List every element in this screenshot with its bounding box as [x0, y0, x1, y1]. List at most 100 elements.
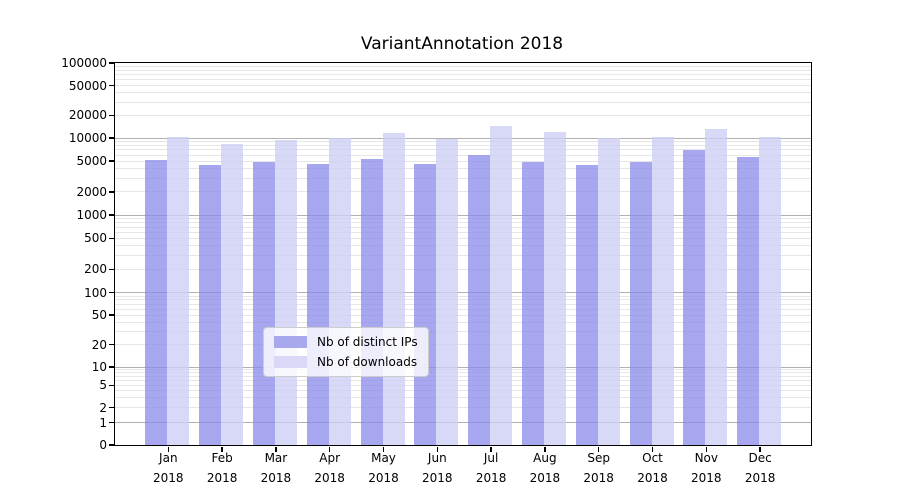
minor-gridline	[115, 144, 811, 146]
bar-distinct-ips-nov	[683, 150, 706, 445]
minor-gridline	[115, 369, 811, 371]
y-tick-label: 500	[84, 231, 107, 246]
bar-distinct-ips-dec	[737, 157, 760, 445]
x-tick-label: Dec 2018	[744, 451, 776, 485]
y-tick-mark	[108, 366, 114, 368]
legend: Nb of distinct IPs Nb of downloads	[263, 327, 429, 377]
y-tick-label: 20	[91, 337, 107, 352]
minor-gridline	[115, 397, 811, 399]
minor-gridline	[115, 299, 811, 301]
minor-gridline	[115, 245, 811, 247]
minor-gridline	[115, 372, 811, 374]
legend-swatch-downloads	[274, 356, 307, 368]
y-tick-mark	[108, 214, 114, 216]
y-tick-mark	[108, 114, 114, 117]
y-tick-mark	[108, 137, 114, 139]
bar-distinct-ips-sep	[575, 165, 598, 445]
y-tick-mark	[108, 314, 114, 316]
legend-label-distinct-ips: Nb of distinct IPs	[317, 335, 418, 349]
minor-gridline	[115, 255, 811, 257]
legend-entry-distinct-ips: Nb of distinct IPs	[274, 335, 418, 349]
chart-title: VariantAnnotation 2018	[360, 34, 564, 54]
y-tick-mark	[108, 384, 114, 387]
minor-gridline	[115, 92, 811, 94]
minor-gridline	[115, 308, 811, 310]
minor-gridline	[115, 390, 811, 392]
minor-gridline	[115, 384, 811, 386]
minor-gridline	[115, 160, 811, 162]
x-tick-mark	[382, 446, 385, 452]
minor-gridline	[115, 101, 811, 103]
y-tick-mark	[108, 291, 114, 294]
x-tick-label: Aug 2018	[529, 451, 561, 485]
x-tick-label: May 2018	[368, 451, 399, 485]
legend-label-downloads: Nb of downloads	[317, 355, 418, 369]
bar-downloads-apr	[328, 137, 351, 445]
y-tick-mark	[108, 406, 114, 409]
y-tick-label: 200	[84, 262, 107, 277]
minor-gridline	[115, 168, 811, 170]
minor-gridline	[115, 149, 811, 151]
x-tick-label: Apr 2018	[314, 451, 345, 485]
minor-gridline	[115, 321, 811, 323]
bar-downloads-feb	[221, 144, 244, 445]
minor-gridline	[115, 268, 811, 270]
bar-downloads-mar	[274, 140, 297, 445]
minor-gridline	[115, 295, 811, 297]
y-tick-mark	[108, 444, 114, 446]
minor-gridline	[115, 177, 811, 179]
y-tick-label: 20000	[68, 108, 107, 123]
minor-gridline	[115, 331, 811, 333]
minor-gridline	[115, 380, 811, 382]
minor-gridline	[115, 85, 811, 87]
x-tick-mark	[490, 446, 492, 452]
plot-area: 0 1 2 5 10 20 50 100 200 500 1000 2000 5000 10000 2000…	[61, 56, 812, 485]
x-tick-mark	[167, 446, 170, 452]
major-gridline	[115, 366, 811, 368]
minor-gridline	[115, 222, 811, 224]
minor-gridline	[115, 231, 811, 233]
minor-gridline	[115, 74, 811, 76]
x-tick-mark	[328, 446, 331, 452]
y-tick-label: 50000	[68, 78, 107, 93]
bar-downloads-sep	[597, 138, 620, 445]
x-tick-label: Oct 2018	[637, 451, 668, 485]
minor-gridline	[115, 154, 811, 156]
x-tick-mark	[597, 446, 600, 452]
y-tick-label: 10000	[68, 131, 107, 146]
bar-downloads-dec	[759, 137, 782, 445]
bar-distinct-ips-jun	[414, 163, 437, 445]
y-tick-label: 5	[99, 378, 107, 393]
x-tick-label: Mar 2018	[260, 451, 292, 485]
bar-distinct-ips-jul	[468, 155, 491, 445]
minor-gridline	[115, 141, 811, 143]
minor-gridline	[115, 191, 811, 193]
major-gridline	[115, 137, 811, 139]
bar-distinct-ips-oct	[629, 161, 652, 445]
minor-gridline	[115, 237, 811, 239]
major-gridline	[115, 422, 811, 424]
x-tick-mark	[436, 446, 439, 452]
bar-distinct-ips-may	[360, 158, 383, 445]
y-tick-mark	[108, 160, 114, 162]
x-tick-label: Jan 2018	[153, 451, 184, 485]
y-tick-mark	[108, 343, 114, 346]
minor-gridline	[115, 226, 811, 228]
minor-gridline	[115, 375, 811, 377]
y-tick-mark	[108, 237, 114, 240]
minor-gridline	[115, 69, 811, 71]
y-tick-label: 10	[91, 359, 107, 374]
x-tick-label: Feb 2018	[206, 451, 238, 485]
x-tick-label: Sep 2018	[583, 451, 614, 485]
y-tick-label: 100000	[61, 56, 107, 70]
minor-gridline	[115, 218, 811, 220]
x-tick-mark	[759, 446, 761, 452]
bar-downloads-may	[382, 133, 405, 445]
y-tick-mark	[108, 421, 114, 424]
y-tick-label: 100	[84, 285, 107, 300]
minor-gridline	[115, 303, 811, 305]
x-tick-mark	[705, 446, 708, 452]
y-tick-label: 50	[91, 308, 107, 323]
bar-distinct-ips-mar	[252, 162, 275, 445]
